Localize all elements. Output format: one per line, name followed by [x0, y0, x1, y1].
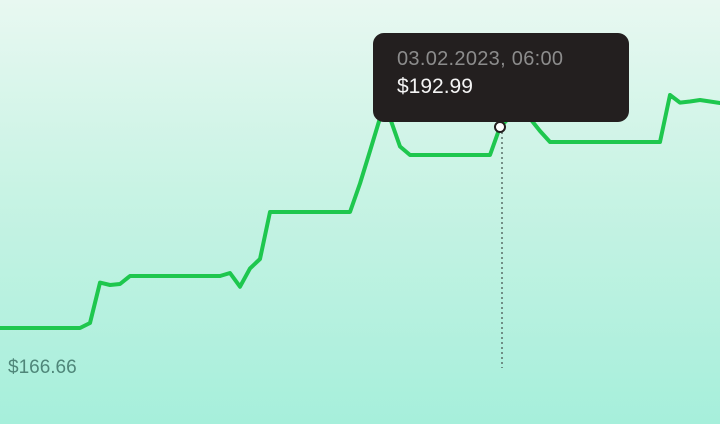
min-price-label: $166.66	[8, 357, 77, 378]
tooltip-date: 03.02.2023, 06:00	[397, 48, 564, 70]
hover-point-marker	[494, 121, 506, 133]
price-line	[0, 93, 720, 330]
price-tooltip: 03.02.2023, 06:00 $192.99	[373, 33, 629, 122]
tooltip-price: $192.99	[397, 75, 473, 98]
